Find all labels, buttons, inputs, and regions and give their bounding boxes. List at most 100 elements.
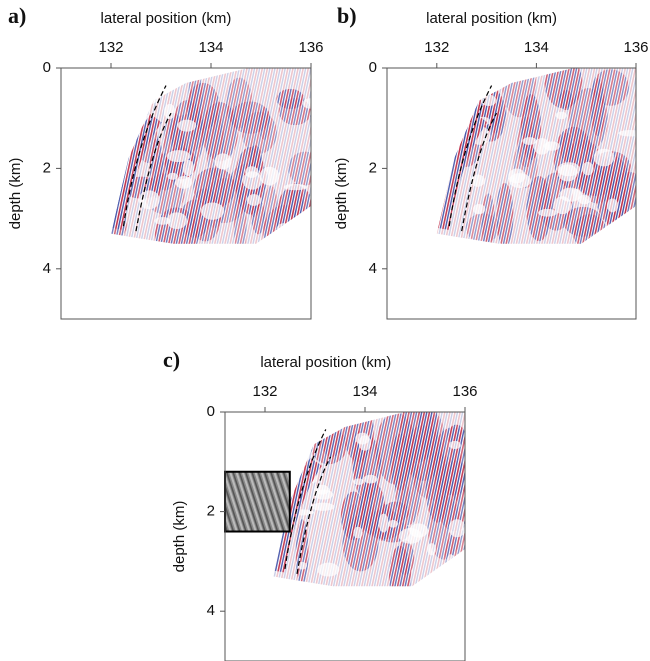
image-blob — [241, 111, 277, 154]
image-gap — [166, 150, 191, 163]
y-tick-label: 4 — [369, 260, 377, 277]
image-gap — [142, 84, 160, 105]
dashed-trace — [461, 112, 498, 232]
panel-label: b) — [337, 3, 357, 28]
image-gap — [557, 164, 578, 182]
image-gap — [522, 137, 537, 145]
image-gap — [259, 166, 280, 186]
dashed-trace — [135, 112, 172, 232]
image-gap — [555, 111, 567, 120]
image-blob — [251, 200, 266, 235]
image-gap — [283, 183, 307, 191]
x-tick-label: 136 — [623, 39, 648, 56]
image-blob — [481, 193, 496, 244]
image-gap — [214, 153, 232, 170]
x-tick-label: 134 — [524, 39, 549, 56]
image-blob — [559, 90, 573, 111]
image-streak — [436, 114, 488, 230]
y-tick-label: 4 — [207, 602, 215, 619]
x-tick-label: 132 — [98, 39, 123, 56]
image-gap — [314, 484, 330, 495]
panel-label: a) — [8, 3, 26, 28]
image-gap — [302, 98, 311, 109]
dashed-trace — [448, 85, 493, 227]
y-axis-label: depth (km) — [333, 158, 350, 230]
seismic-image — [436, 68, 636, 244]
image-gap — [352, 478, 365, 485]
image-gap — [446, 554, 456, 571]
panel: 132 134 136 0 2 4 lateral position (km) depth (… — [7, 3, 324, 320]
image-gap — [154, 217, 171, 225]
image-blob — [390, 433, 411, 491]
dashed-trace — [296, 456, 332, 574]
x-axis-label: lateral position (km) — [101, 10, 232, 27]
image-blob — [310, 428, 347, 465]
dashed-trace — [122, 85, 167, 227]
x-tick-label: 134 — [198, 39, 223, 56]
y-tick-label: 0 — [207, 403, 215, 420]
image-gap — [167, 172, 179, 180]
seismic-image — [111, 68, 311, 244]
panel: 132 134 136 0 2 4 lateral position (km) depth (… — [163, 347, 478, 661]
y-tick-label: 4 — [43, 260, 51, 277]
image-gap — [129, 90, 145, 98]
panel: 132 134 136 0 2 4 lateral position (km) depth (… — [333, 3, 649, 320]
image-gap — [427, 543, 437, 556]
y-tick-label: 2 — [207, 503, 215, 520]
image-streak — [273, 457, 322, 573]
image-gap — [363, 474, 378, 484]
image-gap — [398, 528, 422, 544]
image-gap — [449, 440, 461, 450]
y-axis-label: depth (km) — [7, 158, 24, 230]
image-gap — [358, 435, 372, 451]
inset — [224, 470, 291, 533]
image-gap — [163, 103, 176, 120]
image-blob — [396, 540, 415, 575]
image-gap — [311, 502, 335, 511]
axes-frame — [386, 67, 637, 320]
image-gap — [508, 173, 531, 189]
image-gap — [533, 138, 551, 155]
image-gap — [538, 208, 557, 217]
image-gap — [137, 108, 148, 116]
image-gap — [353, 526, 363, 539]
image-blob — [262, 205, 306, 244]
x-axis-label: lateral position (km) — [260, 354, 391, 371]
image-blob — [572, 214, 607, 244]
image-gap — [175, 175, 193, 189]
axes-frame — [224, 411, 466, 661]
image-gap — [448, 519, 465, 538]
panel-label: c) — [163, 347, 180, 372]
image-blob — [496, 183, 514, 244]
image-gap — [593, 148, 615, 167]
y-tick-label: 2 — [43, 159, 51, 176]
image-gap — [182, 159, 194, 176]
y-tick-label: 2 — [369, 159, 377, 176]
image-blob — [445, 71, 478, 104]
image-blob — [436, 72, 467, 118]
image-gap — [472, 203, 486, 215]
image-blob — [553, 126, 594, 190]
image-gap — [200, 202, 225, 220]
image-gap — [317, 562, 340, 577]
x-tick-label: 136 — [298, 39, 323, 56]
x-tick-label: 132 — [252, 383, 277, 400]
image-gap — [138, 190, 160, 210]
x-tick-label: 136 — [452, 383, 477, 400]
image-gap — [577, 194, 591, 205]
image-gap — [606, 198, 619, 213]
image-blob — [295, 519, 309, 587]
y-tick-label: 0 — [43, 59, 51, 76]
image-streak — [111, 114, 162, 230]
image-gap — [543, 141, 560, 151]
image-gap — [378, 513, 389, 533]
image-gap — [470, 174, 485, 187]
image-gap — [297, 561, 307, 570]
image-gap — [618, 129, 636, 137]
image-gap — [387, 519, 399, 528]
image-gap — [559, 187, 582, 202]
image-blob — [186, 82, 220, 130]
image-gap — [246, 194, 262, 206]
y-axis-label: depth (km) — [171, 501, 188, 573]
